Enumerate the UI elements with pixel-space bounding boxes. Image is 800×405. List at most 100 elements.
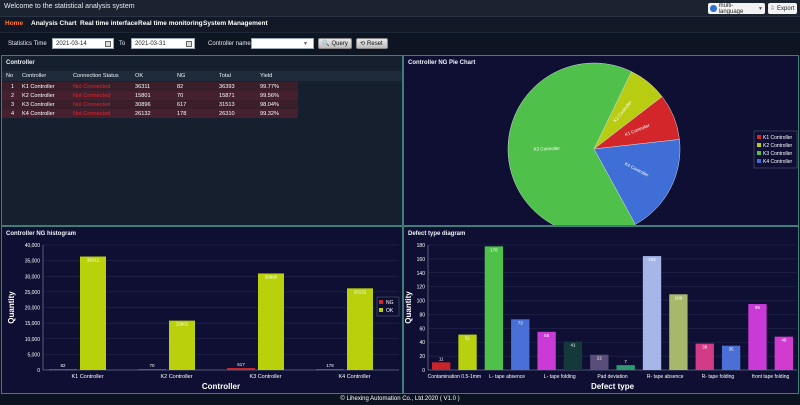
controller-name-select[interactable]: ▼ xyxy=(251,38,314,49)
defect-bar-label: 164 xyxy=(648,257,656,262)
bar-ng xyxy=(49,369,77,370)
from-date-input[interactable]: 2021-03-14 xyxy=(52,38,114,49)
to-label: To xyxy=(119,41,126,47)
query-button[interactable]: 🔍 Query xyxy=(318,38,352,49)
table-cell: 99.32% xyxy=(260,110,279,117)
reset-label: Reset xyxy=(367,40,383,47)
legend-label: K1 Controller xyxy=(763,135,793,141)
legend-label: K3 Controller xyxy=(763,151,793,157)
y-tick-label: 20 xyxy=(419,354,425,360)
x-tick-label: K1 Controller xyxy=(71,374,103,380)
bar-ok xyxy=(80,256,106,370)
y-tick-label: 180 xyxy=(417,243,426,249)
to-date-input[interactable]: 2021-03-31 xyxy=(131,38,195,49)
nav-real-time-interface[interactable]: Real time interface xyxy=(80,20,138,27)
language-label: multi-language xyxy=(718,2,744,15)
y-axis-label: Quantity xyxy=(404,291,413,324)
y-axis-label: Quantity xyxy=(7,291,16,324)
defect-bar-label: 7 xyxy=(624,359,627,364)
bar-ng-label: 70 xyxy=(149,363,155,368)
controller-name-label: Controller name xyxy=(208,41,251,47)
legend-swatch xyxy=(379,300,383,304)
nav-real-time-monitoring[interactable]: Real time monitoring xyxy=(138,20,203,27)
legend-label: K2 Controller xyxy=(763,143,793,149)
defect-bar xyxy=(590,354,609,370)
defect-bar-label: 95 xyxy=(755,305,761,310)
chevron-down-icon: ▼ xyxy=(758,5,763,12)
legend-label: K4 Controller xyxy=(763,159,793,165)
col-controller: Controller xyxy=(22,73,47,79)
table-cell: 99.56% xyxy=(260,92,279,99)
language-selector[interactable]: multi-language ▼ xyxy=(708,2,765,15)
welcome-text: Welcome to the statistical analysis syst… xyxy=(4,3,135,10)
x-tick-label: L- tape absence xyxy=(489,374,525,380)
defect-bar-label: 11 xyxy=(439,356,444,361)
nav-analysis-chart[interactable]: Analysis Chart xyxy=(31,20,77,27)
statistics-time-label: Statistics Time xyxy=(8,41,47,47)
table-cell: Not Connected xyxy=(73,110,111,117)
defect-bar xyxy=(484,246,504,370)
nav-divider xyxy=(0,32,800,33)
x-tick-label: front tape folding xyxy=(752,374,789,380)
x-tick-label: R- tape absence xyxy=(647,374,684,380)
defect-bar xyxy=(669,294,688,370)
reset-button[interactable]: ⟲ Reset xyxy=(356,38,388,49)
nav-home[interactable]: Home xyxy=(5,20,24,27)
calendar-icon[interactable] xyxy=(186,41,192,47)
table-cell: K1 Controller xyxy=(22,83,55,90)
legend-box xyxy=(753,130,798,169)
defect-bar xyxy=(774,336,793,370)
export-label: Export xyxy=(777,5,795,12)
main-nav: Home Analysis Chart Real time interface … xyxy=(0,17,800,32)
table-cell: 15801 xyxy=(135,92,151,99)
defect-bar-label: 55 xyxy=(544,333,550,338)
filter-bar: Statistics Time 2021-03-14 To 2021-03-31… xyxy=(0,33,800,55)
table-row[interactable]: 4 K4 Controller Not Connected 26132 178 26310… xyxy=(2,109,298,118)
controller-panel: Controller No Controller Connection Stat… xyxy=(1,55,403,226)
table-cell: 82 xyxy=(177,83,184,90)
table-row[interactable]: 2 K2 Controller Not Connected 15801 70 15871 9… xyxy=(2,91,298,100)
defect-panel: Defect type diagram 0 20 40 60 80 100 120 140 16… xyxy=(403,226,799,394)
defect-bar xyxy=(748,304,767,370)
histogram-panel: Controller NG histogram 0 5,000 10,000 15,0… xyxy=(1,226,403,394)
defect-bar-label: 178 xyxy=(490,247,498,252)
to-date-value: 2021-03-31 xyxy=(135,40,166,47)
legend-swatch xyxy=(379,308,383,312)
calendar-icon[interactable] xyxy=(105,41,111,47)
defect-bar xyxy=(616,365,635,370)
table-cell: 178 xyxy=(177,110,187,117)
x-axis-label: Defect type xyxy=(591,382,635,391)
y-tick-label: 30,000 xyxy=(25,274,41,280)
defect-bar-label: 73 xyxy=(518,320,524,325)
col-total: Total xyxy=(219,73,231,79)
col-ok: OK xyxy=(135,73,144,79)
defect-bar xyxy=(721,345,741,370)
y-tick-label: 140 xyxy=(417,271,426,277)
defect-bar xyxy=(458,334,477,370)
histogram-panel-title: Controller NG histogram xyxy=(6,231,77,237)
x-tick-label: K2 Controller xyxy=(160,374,192,380)
pie-legend: K1 Controller K2 Controller K3 Controller K… xyxy=(753,130,798,169)
col-ng: NG xyxy=(177,73,186,79)
table-cell: 99.77% xyxy=(260,83,279,90)
table-row[interactable]: 1 K1 Controller Not Connected 36311 82 36393 9… xyxy=(2,82,298,91)
x-tick-label: Pad deviation xyxy=(597,374,628,380)
table-cell: 36393 xyxy=(219,83,235,90)
x-tick-label: K3 Controller xyxy=(249,374,281,380)
table-cell: 1 xyxy=(11,83,15,90)
pie-panel-title: Controller NG Pie Chart xyxy=(408,60,476,66)
defect-bar-label: 51 xyxy=(465,336,471,341)
col-yield: Yield xyxy=(260,73,273,79)
table-cell: 26132 xyxy=(135,110,151,117)
table-row[interactable]: 3 K3 Controller Not Connected 30896 617 31513… xyxy=(2,100,298,109)
nav-system-management[interactable]: System Management xyxy=(203,20,268,27)
top-bar: Welcome to the statistical analysis syst… xyxy=(0,0,800,17)
globe-icon xyxy=(710,5,717,12)
bar-ng-label: 178 xyxy=(326,363,334,368)
table-cell: 31513 xyxy=(219,101,235,108)
y-tick-label: 160 xyxy=(417,257,426,263)
table-cell: Not Connected xyxy=(73,101,111,108)
export-button[interactable]: ⇩ Export xyxy=(768,3,797,14)
